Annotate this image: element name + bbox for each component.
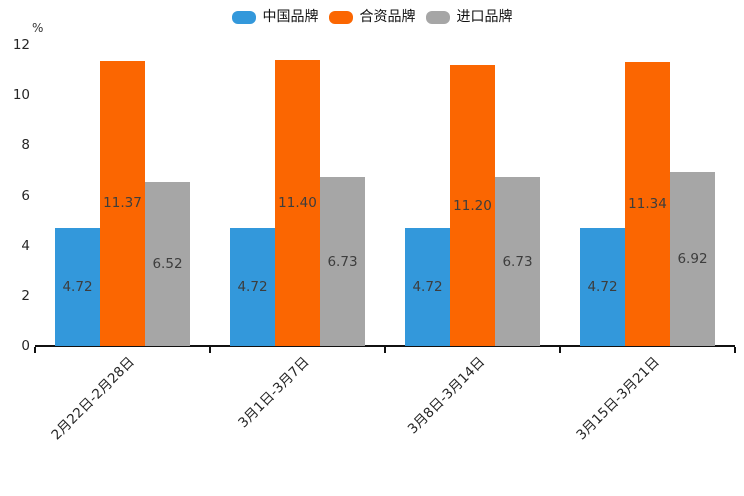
bar-value-label: 11.20 xyxy=(453,197,492,214)
x-axis-tick xyxy=(734,347,736,353)
bar-value-label: 11.40 xyxy=(278,195,317,212)
bar-进口品牌-1 xyxy=(145,182,190,346)
bar-合资品牌-3 xyxy=(450,65,495,346)
bar-中国品牌-3 xyxy=(405,227,450,346)
bar-value-label: 11.37 xyxy=(103,195,142,212)
legend-item-1[interactable]: 中国品牌 xyxy=(231,9,319,25)
bar-value-label: 6.73 xyxy=(327,253,358,270)
bar-value-label: 4.72 xyxy=(237,278,268,295)
bar-进口品牌-2 xyxy=(320,177,365,346)
x-axis-tick xyxy=(34,347,36,353)
bar-value-label: 6.73 xyxy=(502,253,533,270)
y-axis-tick-label: 4 xyxy=(21,237,30,254)
x-axis-tick xyxy=(209,347,211,353)
bar-中国品牌-2 xyxy=(230,227,275,346)
bar-value-label: 11.34 xyxy=(628,195,667,212)
legend-item-label: 进口品牌 xyxy=(456,9,513,25)
y-axis-tick-label: 8 xyxy=(21,137,30,154)
x-axis-category-label: 3月15日-3月21日 xyxy=(573,354,663,444)
bar-value-label: 6.92 xyxy=(677,251,708,268)
legend-item-label: 合资品牌 xyxy=(359,9,416,25)
bar-合资品牌-1 xyxy=(100,60,145,346)
y-axis-tick-label: 6 xyxy=(21,187,30,204)
bar-进口品牌-3 xyxy=(495,177,540,346)
bar-中国品牌-4 xyxy=(580,227,625,346)
y-axis-tick-label: 0 xyxy=(21,338,30,354)
x-axis-category-label: 3月1日-3月7日 xyxy=(235,354,313,432)
y-axis-tick-label: 10 xyxy=(12,87,30,104)
bar-value-label: 6.52 xyxy=(152,256,183,273)
legend-swatch-icon xyxy=(425,10,450,24)
x-axis-tick xyxy=(559,347,561,353)
bar-value-label: 4.72 xyxy=(62,278,93,295)
bar-合资品牌-2 xyxy=(275,60,320,346)
legend-item-2[interactable]: 合资品牌 xyxy=(328,9,416,25)
legend-item-3[interactable]: 进口品牌 xyxy=(425,9,513,25)
legend-swatch-icon xyxy=(231,10,256,24)
x-axis-line xyxy=(35,345,735,347)
legend-swatch-icon xyxy=(328,10,353,24)
x-axis-tick xyxy=(384,347,386,353)
x-axis-category-label: 2月22日-2月28日 xyxy=(48,354,138,444)
bar-value-label: 4.72 xyxy=(412,278,443,295)
y-axis-unit-label: % xyxy=(32,21,44,35)
y-axis-tick-label: 2 xyxy=(21,287,30,304)
y-axis-tick-label: 12 xyxy=(12,37,30,53)
legend: 中国品牌 合资品牌 进口品牌 xyxy=(0,9,744,25)
bar-合资品牌-4 xyxy=(625,61,670,346)
bar-中国品牌-1 xyxy=(55,227,100,346)
bar-进口品牌-4 xyxy=(670,172,715,346)
bar-value-label: 4.72 xyxy=(587,278,618,295)
x-axis-category-label: 3月8日-3月14日 xyxy=(404,354,488,438)
legend-item-label: 中国品牌 xyxy=(262,9,319,25)
